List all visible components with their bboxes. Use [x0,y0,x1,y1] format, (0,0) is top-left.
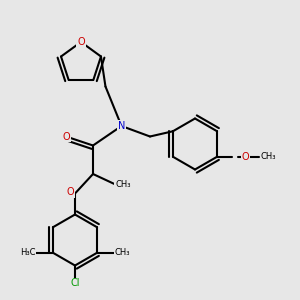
Text: O: O [67,187,74,197]
Text: CH₃: CH₃ [115,248,130,257]
Text: H₃C: H₃C [20,248,35,257]
Text: O: O [242,152,249,162]
Text: CH₃: CH₃ [260,152,276,161]
Text: Cl: Cl [70,278,80,289]
Text: CH₃: CH₃ [115,180,131,189]
Text: O: O [62,131,70,142]
Text: N: N [118,121,125,131]
Text: O: O [77,37,85,47]
